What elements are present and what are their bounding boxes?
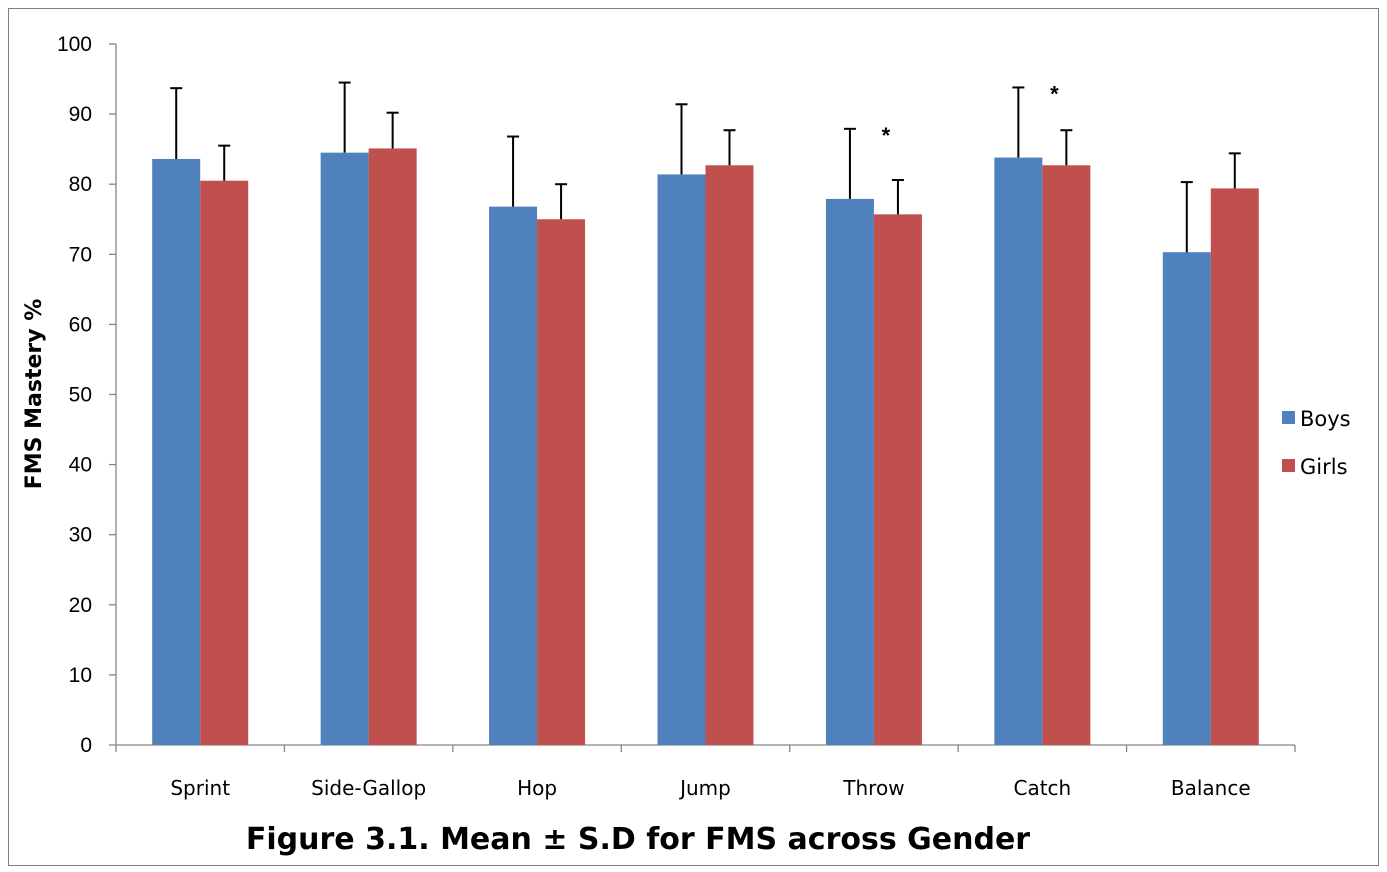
chart-title: Figure 3.1. Mean ± S.D for FMS across Ge…	[246, 822, 1030, 857]
y-tick-label: 70	[69, 243, 92, 266]
y-tick-label: 100	[57, 33, 92, 56]
bar-girls-hop	[537, 219, 586, 745]
legend: Boys Girls	[1282, 407, 1351, 479]
y-axis-label: FMS Mastery %	[22, 299, 47, 490]
bar-girls-side-gallop	[368, 148, 417, 746]
bar-boys-jump	[657, 174, 706, 746]
legend-label-girls: Girls	[1300, 455, 1348, 479]
bar-boys-hop	[489, 206, 538, 745]
bar-girls-balance	[1210, 188, 1259, 745]
labels: 0 10 20 30 40 50 60 70 80 90 100 Sprint Side-Gallop H…	[57, 33, 1251, 800]
significance-marker: *	[882, 123, 891, 148]
y-tick-label: 50	[69, 384, 92, 407]
bar-girls-catch	[1042, 165, 1091, 745]
bar-girls-jump	[705, 165, 754, 745]
legend-label-boys: Boys	[1300, 407, 1351, 431]
y-tick-label: 40	[69, 454, 92, 477]
y-tick-label: 0	[80, 734, 92, 757]
x-tick-label: Hop	[517, 776, 557, 800]
y-tick-label: 20	[69, 594, 92, 617]
bar-girls-sprint	[200, 180, 249, 745]
bar-girls-throw	[873, 214, 922, 745]
error-bars	[170, 81, 1241, 253]
legend-swatch-boys	[1282, 411, 1295, 424]
bars	[152, 148, 1259, 746]
x-tick-label: Catch	[1013, 776, 1071, 800]
x-tick-label: Throw	[842, 776, 904, 800]
bar-boys-balance	[1162, 252, 1211, 745]
x-tick-label: Jump	[678, 776, 731, 800]
bar-boys-catch	[994, 157, 1043, 745]
x-tick-label: Sprint	[170, 776, 230, 800]
significance-marker: *	[1050, 81, 1059, 106]
x-tick-label: Side-Gallop	[311, 776, 426, 800]
y-tick-label: 30	[69, 524, 92, 547]
bar-boys-sprint	[152, 158, 201, 746]
y-tick-label: 80	[69, 173, 92, 196]
x-tick-label: Balance	[1171, 776, 1251, 800]
bar-boys-throw	[825, 198, 874, 745]
bar-boys-side-gallop	[320, 152, 369, 745]
legend-swatch-girls	[1282, 459, 1295, 472]
y-tick-label: 60	[69, 313, 92, 336]
y-tick-label: 10	[69, 664, 92, 687]
y-tick-label: 90	[69, 103, 92, 126]
